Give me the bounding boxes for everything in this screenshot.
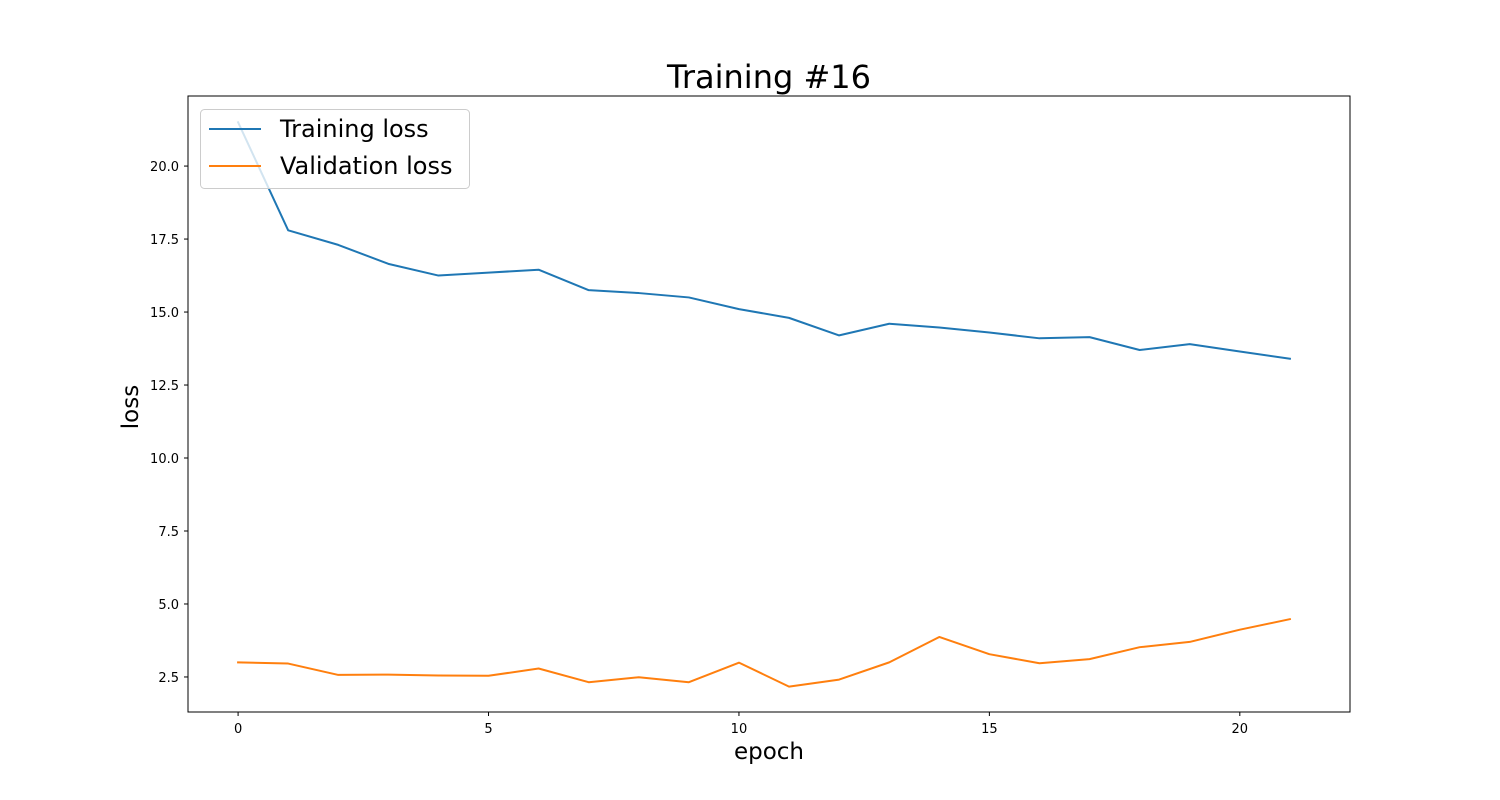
x-tick-label: 15	[981, 722, 998, 737]
y-axis-label: loss	[118, 385, 144, 429]
series-line-validation-loss	[237, 617, 1292, 688]
y-tick-label: 7.5	[158, 525, 179, 540]
legend-label: Training loss	[279, 115, 429, 143]
x-tick-label: 5	[484, 722, 492, 737]
x-tick-label: 20	[1232, 722, 1249, 737]
legend-label: Validation loss	[280, 152, 453, 180]
y-axis-ticks: 2.5 5.0 7.5 10.0 12.5 15.0 17.5 20.0	[150, 160, 188, 686]
y-tick-label: 17.5	[150, 233, 179, 248]
legend: Training loss Validation loss	[200, 109, 470, 189]
y-tick-label: 15.0	[150, 306, 179, 321]
chart-title: Training #16	[666, 58, 871, 96]
y-tick-label: 5.0	[158, 598, 179, 613]
y-tick-label: 20.0	[150, 160, 179, 175]
x-tick-label: 10	[731, 722, 748, 737]
series-line-training-loss	[236, 120, 1292, 360]
y-tick-label: 2.5	[158, 671, 179, 686]
legend-box	[200, 109, 470, 189]
plot-area	[236, 120, 1292, 688]
y-tick-label: 12.5	[150, 379, 179, 394]
x-tick-label: 0	[234, 722, 242, 737]
y-tick-label: 10.0	[150, 452, 179, 467]
x-axis-label: epoch	[734, 739, 804, 765]
plot-frame	[187, 95, 1351, 713]
x-axis-ticks: 0 5 10 15 20	[234, 712, 1248, 737]
